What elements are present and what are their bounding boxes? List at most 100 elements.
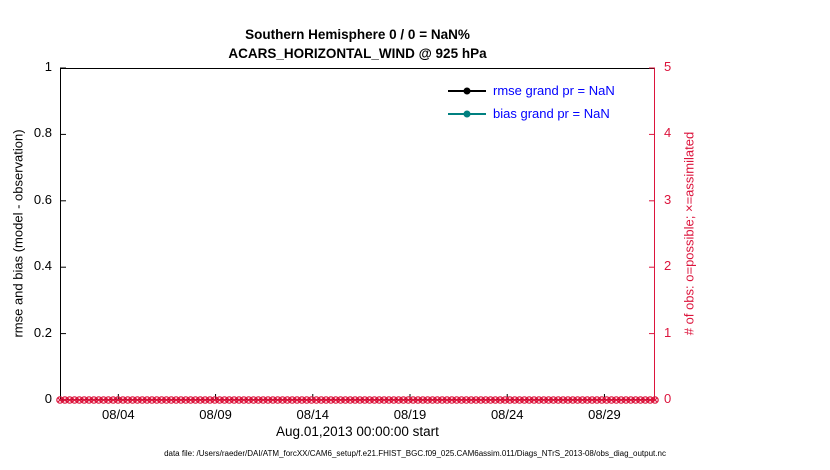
obs-possible-marker — [501, 396, 509, 404]
obs-possible-marker — [206, 396, 214, 404]
obs-possible-marker — [186, 396, 195, 404]
plot-area — [60, 68, 655, 400]
right-tick-label: 4 — [664, 125, 672, 141]
obs-possible-marker — [559, 396, 567, 404]
obs-possible-marker — [622, 396, 630, 404]
obs-possible-marker — [467, 396, 475, 404]
obs-possible-marker — [351, 396, 359, 404]
obs-possible-marker — [539, 396, 548, 404]
obs-possible-marker — [612, 396, 621, 404]
obs-possible-marker — [607, 396, 616, 404]
obs-possible-marker — [288, 396, 296, 404]
obs-possible-marker — [307, 396, 316, 404]
obs-possible-marker — [491, 396, 500, 404]
x-tick-label: 08/09 — [199, 407, 232, 422]
obs-possible-marker — [181, 396, 190, 404]
x-axis-label: Aug.01,2013 00:00:00 start — [276, 424, 439, 439]
x-tick-label: 08/04 — [102, 407, 135, 422]
obs-possible-marker — [336, 396, 345, 404]
obs-possible-marker — [544, 396, 553, 404]
obs-possible-marker — [312, 396, 321, 404]
obs-possible-marker — [496, 396, 505, 404]
obs-possible-marker — [515, 396, 524, 404]
obs-possible-marker — [273, 396, 282, 404]
obs-possible-marker — [201, 396, 209, 404]
obs-possible-marker — [593, 396, 601, 404]
obs-possible-marker — [525, 396, 534, 404]
obs-possible-marker — [191, 396, 200, 404]
obs-possible-marker — [317, 396, 326, 404]
plot-canvas — [56, 67, 659, 404]
obs-possible-marker — [380, 396, 388, 404]
obs-possible-marker — [302, 396, 311, 404]
obs-possible-marker — [360, 396, 369, 404]
obs-possible-marker — [75, 396, 84, 404]
obs-possible-marker — [264, 396, 272, 404]
obs-possible-marker — [104, 396, 113, 404]
obs-possible-marker — [627, 396, 635, 404]
obs-possible-marker — [428, 396, 437, 404]
obs-possible-marker — [578, 396, 587, 404]
obs-possible-marker — [172, 396, 180, 404]
right-tick-label: 1 — [664, 324, 672, 340]
obs-possible-marker — [472, 396, 480, 404]
obs-possible-marker — [94, 396, 103, 404]
obs-possible-marker — [636, 396, 645, 404]
obs-possible-marker — [259, 396, 267, 404]
left-tick-label: 0.4 — [33, 258, 52, 274]
obs-possible-marker — [65, 396, 74, 404]
left-tick-label: 0 — [44, 391, 52, 406]
obs-possible-marker — [133, 396, 142, 404]
obs-possible-marker — [225, 396, 234, 404]
obs-possible-marker — [356, 396, 364, 404]
obs-possible-marker — [278, 396, 287, 404]
obs-possible-marker — [346, 396, 355, 404]
obs-possible-marker — [462, 396, 471, 404]
obs-possible-marker — [70, 396, 79, 404]
obs-possible-marker — [177, 396, 185, 404]
obs-possible-marker — [602, 396, 611, 404]
obs-possible-marker — [56, 396, 64, 404]
obs-possible-marker — [249, 396, 258, 404]
obs-possible-marker — [399, 396, 408, 404]
obs-possible-marker — [322, 396, 330, 404]
obs-possible-marker — [641, 396, 650, 404]
obs-possible-marker — [631, 396, 640, 404]
obs-possible-marker — [240, 396, 248, 404]
legend-label-rmse: rmse grand pr = NaN — [493, 83, 615, 98]
obs-possible-marker — [370, 396, 379, 404]
right-y-axis-label: # of obs: o=possible; ×=assimilated — [681, 131, 697, 336]
obs-possible-marker — [152, 396, 161, 404]
obs-possible-marker — [404, 396, 413, 404]
obs-possible-marker — [477, 396, 485, 404]
chart-subtitle: ACARS_HORIZONTAL_WIND @ 925 hPa — [228, 46, 487, 61]
obs-possible-marker — [365, 396, 374, 404]
obs-possible-marker — [167, 396, 176, 404]
obs-possible-marker — [244, 396, 253, 404]
obs-possible-marker — [419, 396, 427, 404]
right-tick-label: 5 — [664, 59, 672, 74]
obs-possible-marker — [530, 396, 538, 404]
obs-possible-marker — [438, 396, 446, 404]
chart-title: Southern Hemisphere 0 / 0 = NaN% — [245, 27, 470, 42]
obs-possible-marker — [235, 396, 243, 404]
right-tick-label: 2 — [664, 258, 672, 274]
obs-possible-marker — [457, 396, 466, 404]
obs-possible-marker — [414, 396, 422, 404]
obs-possible-marker — [210, 396, 219, 404]
obs-possible-marker — [549, 396, 558, 404]
obs-possible-marker — [298, 396, 306, 404]
legend: rmse grand pr = NaN bias grand pr = NaN — [448, 79, 615, 125]
x-tick-label: 08/19 — [393, 407, 427, 422]
obs-possible-marker — [423, 396, 432, 404]
obs-possible-marker — [448, 396, 456, 404]
obs-possible-marker — [293, 396, 301, 404]
obs-possible-marker — [433, 396, 442, 404]
obs-possible-marker — [535, 396, 543, 404]
tick-mark — [652, 397, 658, 403]
obs-possible-marker — [61, 396, 69, 404]
obs-possible-marker — [481, 396, 490, 404]
left-tick-label: 0.2 — [33, 324, 52, 340]
obs-possible-marker — [327, 396, 335, 404]
